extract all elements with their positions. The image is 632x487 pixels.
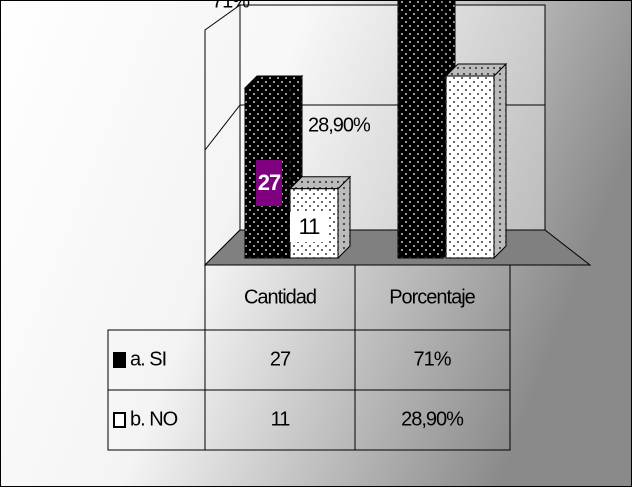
- data-label: 27: [258, 170, 281, 195]
- data-label: 71%: [212, 0, 250, 12]
- table-value: 11: [271, 408, 291, 430]
- bar: [397, 1, 444, 259]
- bar-side: [337, 175, 351, 260]
- label-box: [256, 160, 282, 206]
- legend-key: [113, 412, 126, 428]
- table-value: 28,90%: [401, 408, 464, 430]
- table-value: 27: [270, 348, 291, 370]
- bar-side: [493, 62, 507, 260]
- legend-label: a. SI: [130, 348, 166, 370]
- legend-label: b. NO: [130, 408, 178, 430]
- data-label: 28,90%: [308, 114, 371, 136]
- legend-key: [113, 352, 126, 368]
- bars: [243, 1, 508, 260]
- data-label: 11: [299, 214, 321, 239]
- bar: [445, 75, 495, 259]
- wall-line: [204, 104, 241, 151]
- table-value: 71%: [413, 348, 451, 370]
- category-label: Cantidad: [244, 286, 316, 308]
- table-cell: [354, 389, 511, 451]
- category-label: Porcentaje: [389, 286, 475, 308]
- label-box: [290, 212, 328, 242]
- data-table: Cantidad Porcentaje: [107, 264, 511, 451]
